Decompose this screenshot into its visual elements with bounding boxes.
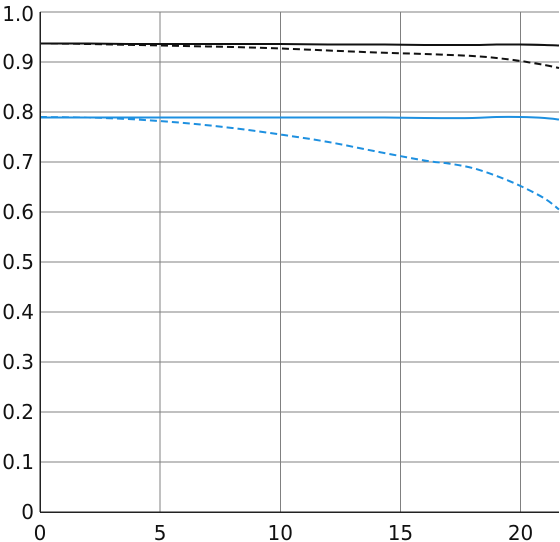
y-tick-label: 0.1 [2, 450, 34, 474]
y-tick-label: 0 [21, 500, 34, 524]
series-line-2 [39, 42, 560, 69]
x-tick-label: 10 [268, 521, 293, 542]
axes [39, 12, 559, 513]
x-tick-label: 5 [154, 521, 167, 542]
y-tick-label: 0.3 [2, 350, 34, 374]
grid [40, 11, 559, 512]
y-tick-label: 0.4 [2, 300, 34, 324]
y-tick-label: 0.9 [2, 50, 34, 74]
y-tick-label: 0.7 [2, 150, 34, 174]
x-tick-label: 20 [508, 521, 533, 542]
y-tick-label: 0.8 [2, 100, 34, 124]
y-tick-label: 0.2 [2, 400, 34, 424]
series-group [39, 42, 560, 211]
x-tick-label: 0 [34, 521, 47, 542]
series-line-4 [39, 116, 560, 211]
tick-labels: 0 5 10 15 20 0 0.1 0.2 0.3 0.4 0.5 0.6 0.7 0.8 0.9 1.0 [2, 2, 533, 542]
series-line-1 [39, 42, 560, 47]
x-tick-label: 15 [388, 521, 413, 542]
y-tick-label: 0.6 [2, 200, 34, 224]
series-line-3 [40, 115, 560, 121]
y-tick-label: 0.5 [2, 250, 34, 274]
y-tick-label: 1.0 [2, 2, 34, 26]
